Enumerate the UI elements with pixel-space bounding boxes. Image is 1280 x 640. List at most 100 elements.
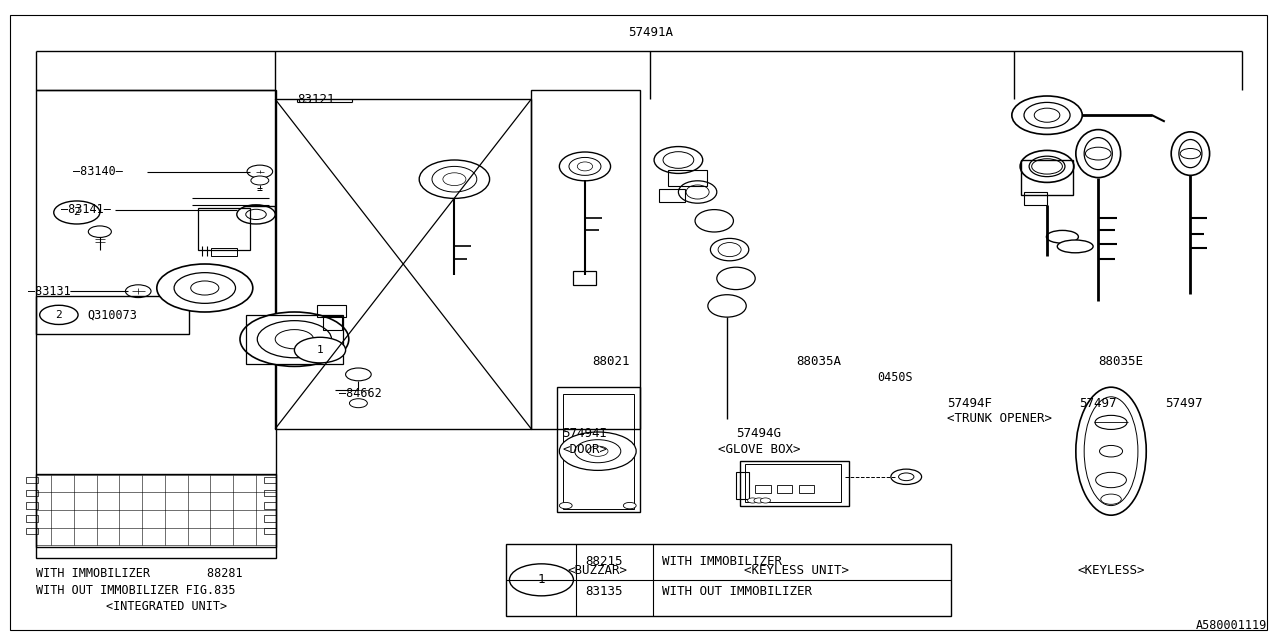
Bar [26,502,38,509]
Circle shape [748,498,758,503]
Circle shape [1101,494,1121,504]
Circle shape [251,176,269,185]
Circle shape [1032,159,1062,174]
Ellipse shape [241,312,349,366]
Ellipse shape [1024,102,1070,128]
Text: <INTEGRATED UNIT>: <INTEGRATED UNIT> [106,600,228,613]
Text: WITH OUT IMMOBILIZER: WITH OUT IMMOBILIZER [662,585,812,598]
Ellipse shape [443,173,466,186]
Text: WITH IMMOBILIZER        88281: WITH IMMOBILIZER 88281 [36,567,242,580]
Text: <DOOR>: <DOOR> [562,443,608,456]
Ellipse shape [708,294,746,317]
Circle shape [246,209,266,220]
Ellipse shape [1084,397,1138,506]
Circle shape [509,564,573,596]
Text: 57497: 57497 [1165,397,1202,410]
Circle shape [559,432,636,470]
Text: 1: 1 [538,573,545,586]
Bar [317,305,346,317]
Text: <GLOVE BOX>: <GLOVE BOX> [718,443,800,456]
Ellipse shape [420,160,489,198]
Ellipse shape [257,321,332,358]
Ellipse shape [1020,150,1074,182]
Ellipse shape [718,243,741,257]
Ellipse shape [157,264,253,312]
Bar [777,485,792,493]
Bar [26,477,38,483]
Ellipse shape [1179,140,1202,168]
Text: 57494I: 57494I [562,428,608,440]
Text: 83135: 83135 [585,585,622,598]
Ellipse shape [663,152,694,168]
Bar [799,485,814,493]
Circle shape [891,469,922,484]
Text: —83131—: —83131— [28,285,78,298]
Circle shape [125,285,151,298]
Bar [26,528,38,534]
Bar [1021,160,1073,195]
Circle shape [575,440,621,463]
Ellipse shape [1057,240,1093,253]
Text: 2: 2 [55,310,63,320]
Bar [531,90,640,429]
Circle shape [559,502,572,509]
Bar [506,544,951,616]
Ellipse shape [1029,156,1065,177]
Bar [211,248,237,256]
Text: —83140—: —83140— [73,165,123,178]
Bar [246,315,343,364]
Text: 57491A: 57491A [627,26,673,38]
Ellipse shape [570,157,602,175]
Ellipse shape [1046,230,1078,243]
Text: WITH IMMOBILIZER: WITH IMMOBILIZER [662,555,782,568]
Ellipse shape [1075,129,1121,177]
Ellipse shape [191,281,219,295]
Text: —83141—: —83141— [61,204,111,216]
Bar [563,394,634,509]
Bar [740,461,849,506]
Ellipse shape [1084,138,1112,170]
Bar [659,189,685,202]
Circle shape [88,226,111,237]
Ellipse shape [686,185,709,199]
Circle shape [346,368,371,381]
Text: 2: 2 [73,207,81,218]
Bar [1024,192,1047,205]
Circle shape [349,399,367,408]
Circle shape [588,446,608,456]
Bar [36,90,276,558]
Ellipse shape [695,209,733,232]
Ellipse shape [577,162,593,171]
Ellipse shape [1075,387,1147,515]
Text: 83121: 83121 [297,93,334,106]
Text: 88035E: 88035E [1098,355,1143,368]
Text: <TRUNK OPENER>: <TRUNK OPENER> [947,412,1052,425]
Circle shape [1180,148,1201,159]
Text: <BUZZAR>: <BUZZAR> [568,564,627,577]
Ellipse shape [275,330,314,349]
Ellipse shape [710,239,749,261]
Bar [198,208,250,250]
Text: 88215: 88215 [585,555,622,568]
Bar [36,474,276,547]
Bar [26,490,38,496]
Text: WITH OUT IMMOBILIZER FIG.835: WITH OUT IMMOBILIZER FIG.835 [36,584,236,596]
Bar [557,387,640,512]
Bar [668,170,707,186]
Text: 57494G: 57494G [736,428,782,440]
Text: 57497: 57497 [1079,397,1116,410]
Circle shape [754,498,764,503]
Ellipse shape [1011,96,1083,134]
Ellipse shape [1171,132,1210,175]
Bar [264,490,276,496]
Text: Q310073: Q310073 [87,308,137,321]
Text: <KEYLESS>: <KEYLESS> [1078,564,1144,577]
Circle shape [1085,147,1111,160]
Circle shape [237,205,275,224]
Ellipse shape [717,268,755,289]
Text: 0450S: 0450S [877,371,913,384]
Bar [36,296,189,334]
Text: 1: 1 [316,345,324,355]
Circle shape [40,305,78,324]
Ellipse shape [1096,415,1128,429]
